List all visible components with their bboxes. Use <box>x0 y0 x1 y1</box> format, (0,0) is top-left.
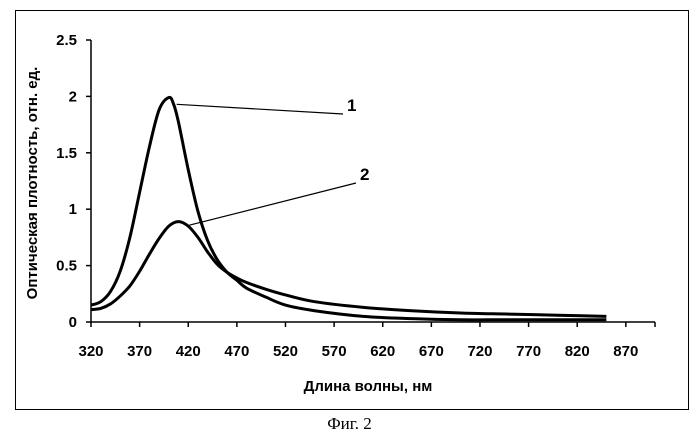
y-tick-label: 1.5 <box>56 145 77 162</box>
x-tick-label: 470 <box>224 343 249 360</box>
annotation-leader-line <box>189 183 356 225</box>
x-tick-label: 370 <box>127 343 152 360</box>
series-layer <box>91 97 606 319</box>
annotation-layer: 12 <box>177 96 370 225</box>
y-tick-label: 0.5 <box>56 258 77 275</box>
curve-label-2: 2 <box>360 165 369 184</box>
y-tick-label: 2.5 <box>56 32 77 49</box>
axes <box>91 40 655 322</box>
x-tick-label: 520 <box>273 343 298 360</box>
x-tick-label: 570 <box>322 343 347 360</box>
x-tick-label: 870 <box>613 343 638 360</box>
x-ticks: 320 370 420 470 520 570 620 670 720 770 820 870 <box>78 322 655 360</box>
x-tick-label: 770 <box>516 343 541 360</box>
x-axis-title: Длина волны, нм <box>304 378 433 395</box>
x-tick-label: 420 <box>176 343 201 360</box>
x-tick-label: 670 <box>419 343 444 360</box>
x-tick-label: 720 <box>467 343 492 360</box>
y-axis-title: Оптическая плотность, отн. ед. <box>24 67 41 300</box>
annotation-leader-line <box>177 104 343 114</box>
curve-label-1: 1 <box>347 96 356 115</box>
x-tick-label: 820 <box>565 343 590 360</box>
x-tick-label: 320 <box>78 343 103 360</box>
x-tick-label: 620 <box>370 343 395 360</box>
y-tick-label: 0 <box>69 314 77 331</box>
y-tick-label: 2 <box>69 88 77 105</box>
series-2-line <box>91 222 606 317</box>
figure-caption: Фиг. 2 <box>0 414 699 434</box>
y-ticks: 0 0.5 1 1.5 2 2.5 <box>56 32 91 331</box>
series-1-line <box>91 97 606 319</box>
y-tick-label: 1 <box>69 201 77 218</box>
